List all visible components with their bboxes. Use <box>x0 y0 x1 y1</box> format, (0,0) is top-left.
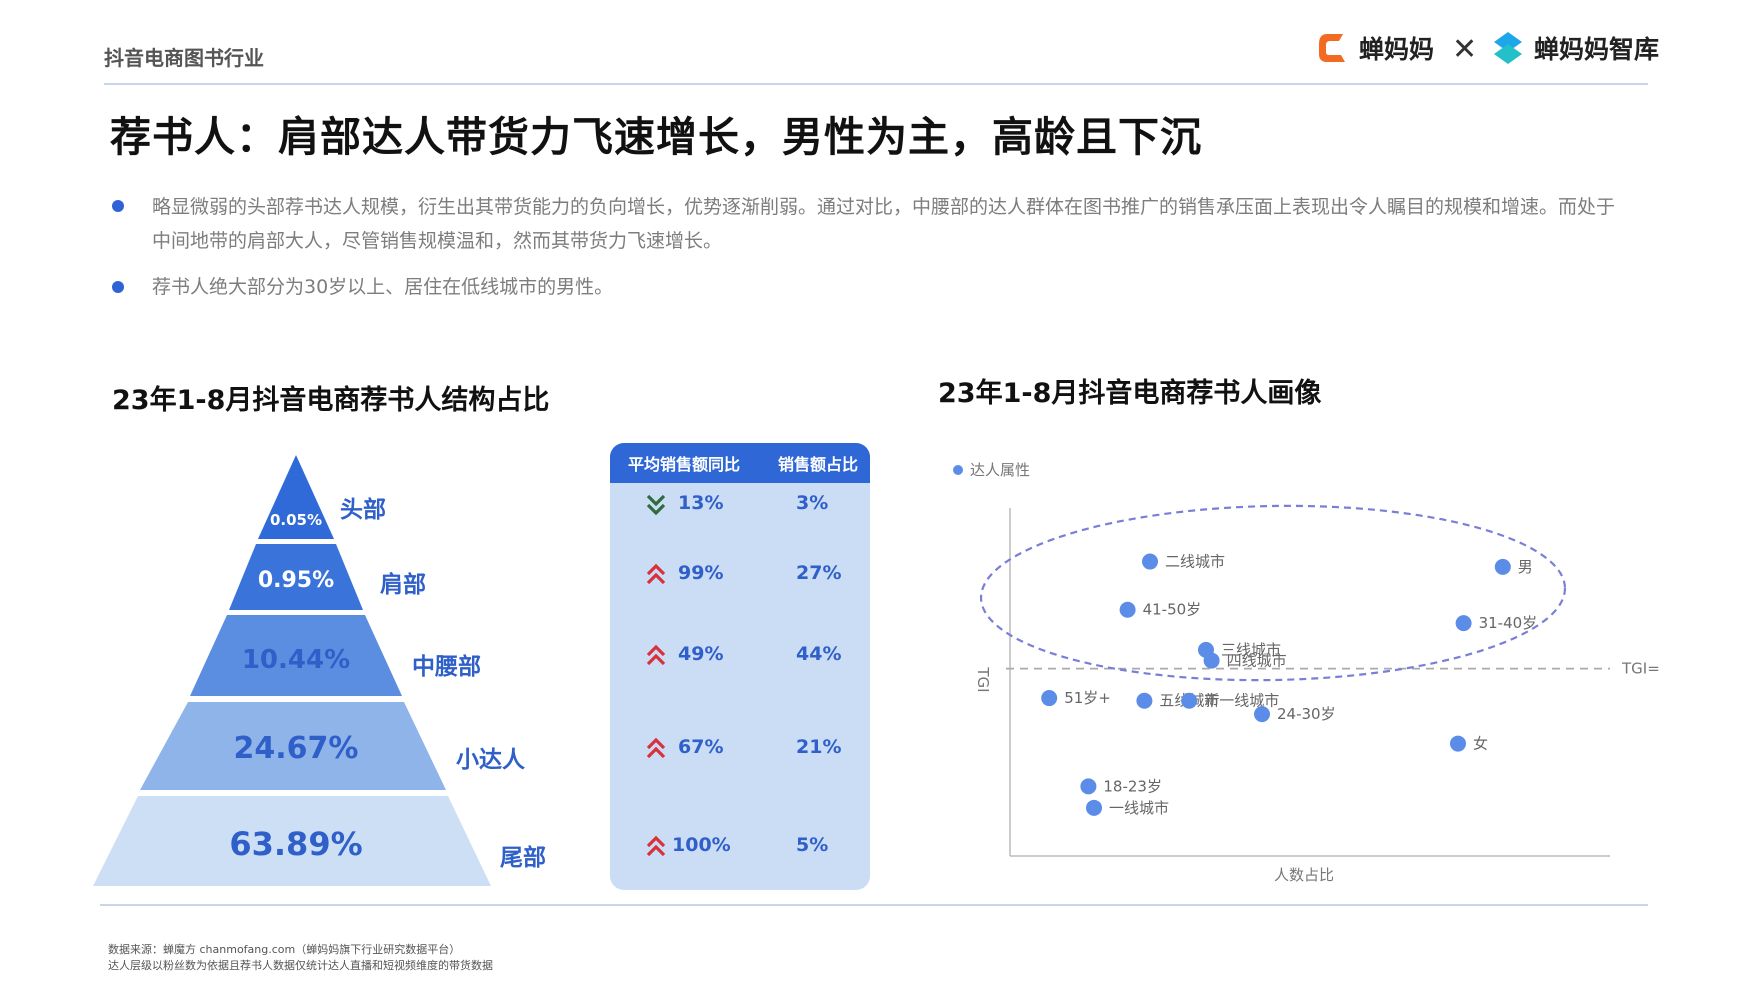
scatter-point <box>1142 553 1158 570</box>
yoy-waist: 49% <box>678 643 724 665</box>
page-title: 荐书人：肩部达人带货力飞速增长，男性为主，高龄且下沉 <box>110 113 1202 161</box>
panel-row-tail: 100% 5% <box>610 832 870 862</box>
tier-share-small: 24.67% <box>233 731 359 766</box>
section-label: 抖音电商图书行业 <box>104 46 264 70</box>
scatter-chart: 达人属性 TGI=100 TGI 人数占比 二线城市 男 41-50岁 31-40岁三… <box>953 461 1660 884</box>
chanmama-logo: 蝉妈妈 <box>1313 26 1434 70</box>
double-chevron-up-icon <box>646 644 666 666</box>
yoy-shoulder: 99% <box>678 562 724 584</box>
scatter-points: 二线城市男41-50岁31-40岁三线城市四线城市51岁+五线城市新一线城市24… <box>1041 553 1537 817</box>
pyramid-tier-tail <box>93 796 491 886</box>
scatter-point-label: 41-50岁 <box>1143 601 1202 619</box>
tier-label-small: 小达人 <box>456 747 525 773</box>
footer-source: 数据来源：蝉魔方 chanmofang.com（蝉妈妈旗下行业研究数据平台） <box>108 943 461 956</box>
scatter-point-label: 31-40岁 <box>1479 614 1538 632</box>
panel-row-head: 13% 3% <box>610 490 870 520</box>
pyramid-tier-head <box>258 455 334 539</box>
panel-col-yoy: 平均销售额同比 <box>628 455 741 474</box>
share-shoulder: 27% <box>796 562 842 584</box>
panel-row-waist: 49% 44% <box>610 641 870 671</box>
bullet-dot-2 <box>112 281 124 293</box>
pyramid-tier-shoulder <box>229 544 363 610</box>
share-small: 21% <box>796 736 842 758</box>
scatter-point <box>1181 692 1198 709</box>
header-divider <box>104 83 1648 85</box>
scatter-point-label: 三线城市 <box>1221 641 1281 659</box>
tier-label-tail: 尾部 <box>500 845 546 871</box>
double-chevron-up-icon <box>646 563 666 585</box>
double-chevron-up-icon <box>646 737 666 759</box>
scatter-point <box>1455 615 1472 632</box>
scatter-point <box>1080 778 1097 795</box>
tier-share-shoulder: 0.95% <box>257 568 335 593</box>
panel-row-shoulder: 99% 27% <box>610 560 870 590</box>
share-waist: 44% <box>796 643 842 665</box>
scatter-point <box>1203 652 1220 669</box>
tier-share-waist: 10.44% <box>241 645 351 675</box>
scatter-point-label: 18-23岁 <box>1103 777 1162 795</box>
pyramid-tier-small <box>140 702 446 790</box>
left-chart-title: 23年1-8月抖音电商荐书人结构占比 <box>112 385 550 416</box>
scatter-point-label: 新一线城市 <box>1204 692 1279 710</box>
brand-name-2: 蝉妈妈智库 <box>1534 35 1660 64</box>
footer-note: 达人层级以粉丝数为依据且荐书人数据仅统计达人直播和短视频维度的带货数据 <box>108 959 493 972</box>
yoy-small: 67% <box>678 736 724 758</box>
x-axis-label: 人数占比 <box>1274 866 1334 884</box>
zhiku-logo-icon <box>1494 32 1522 64</box>
highlight-ellipse <box>979 504 1567 682</box>
scatter-point-label: 女 <box>1473 735 1488 753</box>
brand-name-1: 蝉妈妈 <box>1359 35 1435 64</box>
tier-share-tail: 63.89% <box>229 825 363 863</box>
tier-share-head: 0.05% <box>269 511 323 529</box>
double-chevron-up-icon <box>646 835 666 857</box>
scatter-point <box>1494 558 1511 575</box>
scatter-point-label: 51岁+ <box>1064 689 1111 707</box>
bullet-text-2: 荐书人绝大部分为30岁以上、居住在低线城市的男性。 <box>152 276 614 298</box>
bullet-dot-1 <box>112 200 124 212</box>
metrics-panel-header <box>610 443 870 483</box>
scatter-point <box>1041 690 1058 707</box>
bullet-text-1: 略显微弱的头部荐书达人规模，衍生出其带货能力的负向增长，优势逐渐削弱。通过对比，… <box>152 196 1616 252</box>
panel-col-share: 销售额占比 <box>778 455 859 474</box>
yoy-tail: 100% <box>672 834 731 856</box>
footer-divider <box>100 904 1648 906</box>
scatter-point <box>1450 735 1466 752</box>
y-axis-label: TGI <box>974 666 992 692</box>
legend-label: 达人属性 <box>970 461 1030 479</box>
share-tail: 5% <box>796 834 829 856</box>
tier-label-waist: 中腰部 <box>412 654 481 680</box>
yoy-head: 13% <box>678 492 724 514</box>
metrics-panel <box>610 443 870 890</box>
double-chevron-down-icon <box>646 494 666 516</box>
panel-row-small: 67% 21% <box>610 734 870 764</box>
chanmama-logo-icon <box>1319 34 1345 62</box>
share-head: 3% <box>796 492 829 514</box>
scatter-point <box>1119 601 1136 618</box>
tgi-reference-label: TGI=100 <box>1621 660 1660 678</box>
scatter-point-label: 24-30岁 <box>1277 705 1336 723</box>
tier-label-head: 头部 <box>340 497 386 523</box>
right-chart-title: 23年1-8月抖音电商荐书人画像 <box>938 378 1322 409</box>
legend-marker <box>953 465 963 475</box>
scatter-point-label: 一线城市 <box>1109 799 1169 817</box>
scatter-point <box>1136 692 1153 709</box>
pyramid-chart <box>93 455 491 886</box>
scatter-point-label: 四线城市 <box>1227 652 1287 670</box>
scatter-point-label: 男 <box>1518 558 1533 576</box>
scatter-point-label: 二线城市 <box>1165 553 1225 571</box>
scatter-point <box>1254 706 1270 723</box>
scatter-point <box>1086 799 1102 816</box>
tier-label-shoulder: 肩部 <box>380 572 426 598</box>
chanmama-zhiku-logo: 蝉妈妈智库 <box>1488 26 1659 70</box>
brand-separator: ✕ <box>1452 32 1478 67</box>
pyramid-tier-waist <box>190 615 402 696</box>
